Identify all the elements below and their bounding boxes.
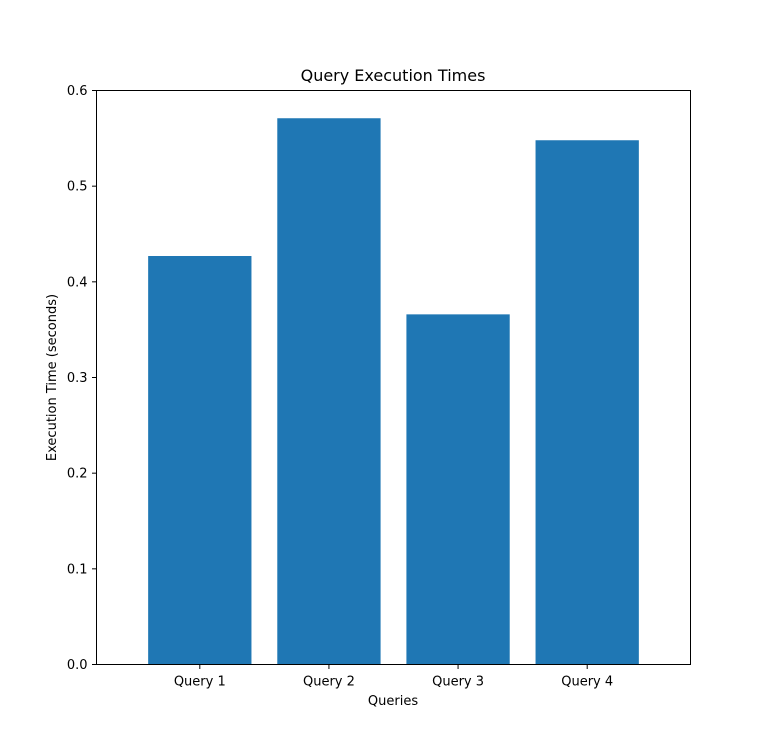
bar-4 (535, 140, 639, 665)
bars-group (148, 118, 639, 665)
x-tick-label: Query 2 (303, 675, 355, 690)
y-tick-label: 0.1 (67, 562, 88, 577)
x-tick-label: Query 4 (561, 675, 613, 690)
chart-title: Query Execution Times (301, 66, 486, 85)
x-tick-label: Query 3 (432, 675, 484, 690)
plot-frame (96, 90, 691, 665)
x-axis-label: Queries (368, 694, 418, 709)
y-tick-label: 0.4 (67, 275, 88, 290)
y-tick-label: 0.3 (67, 371, 88, 386)
x-tick-label: Query 1 (174, 675, 226, 690)
y-axis-label: Execution Time (seconds) (45, 294, 60, 461)
x-axis-ticks: Query 1 Query 2 Query 3 Query 4 (174, 664, 613, 690)
y-axis-ticks: 0.0 0.1 0.2 0.3 0.4 0.5 0.6 (67, 84, 97, 673)
y-tick-label: 0.2 (67, 467, 88, 482)
bar-3 (406, 314, 510, 665)
bar-2 (277, 118, 381, 665)
bar-1 (148, 256, 252, 665)
y-tick-label: 0.5 (67, 180, 88, 195)
y-tick-label: 0.0 (67, 658, 88, 673)
y-tick-label: 0.6 (67, 84, 88, 99)
